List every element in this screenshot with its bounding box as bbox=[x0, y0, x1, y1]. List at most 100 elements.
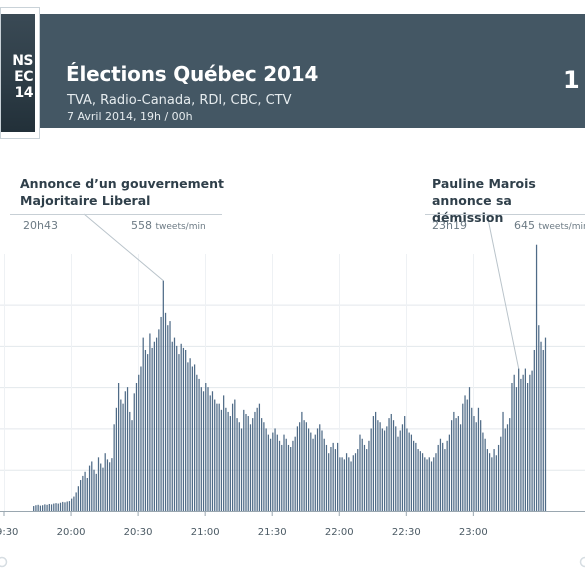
timeline-marker-icon bbox=[579, 556, 585, 568]
chart-bar bbox=[164, 312, 167, 511]
chart-bar bbox=[468, 387, 471, 511]
chart-bar bbox=[410, 434, 413, 511]
chart-bar bbox=[404, 416, 406, 511]
chart-bar bbox=[176, 345, 178, 511]
chart-bar bbox=[256, 407, 258, 511]
chart-bar bbox=[377, 420, 379, 511]
chart-bar bbox=[290, 447, 292, 511]
chart-bar bbox=[299, 422, 301, 511]
chart-bar bbox=[53, 503, 55, 511]
chart-bar bbox=[292, 440, 294, 511]
chart-bar bbox=[466, 399, 468, 511]
x-tick-label: 20:00 bbox=[57, 527, 86, 538]
annotation-divider bbox=[10, 214, 222, 215]
chart-bar bbox=[153, 341, 155, 511]
chart-bar bbox=[276, 434, 278, 511]
chart-bar bbox=[131, 420, 133, 511]
annotation-title-line: Majoritaire Liberal bbox=[20, 193, 151, 208]
x-tick-label: 22:30 bbox=[392, 527, 421, 538]
chart-bar bbox=[446, 440, 448, 511]
chart-bar bbox=[542, 349, 544, 511]
chart-bar bbox=[480, 420, 482, 511]
chart-bar bbox=[408, 432, 410, 511]
chart-bar bbox=[158, 329, 160, 511]
chart-bar bbox=[247, 416, 249, 511]
chart-bar bbox=[41, 505, 44, 511]
chart-bar bbox=[171, 341, 173, 511]
chart-bar bbox=[261, 418, 263, 511]
chart-bar bbox=[88, 465, 91, 511]
chart-bar bbox=[354, 453, 357, 511]
chart-bar bbox=[243, 409, 245, 511]
chart-bar bbox=[62, 501, 64, 511]
chart-bar bbox=[142, 337, 144, 511]
annotation-time: 23h19 bbox=[432, 219, 467, 232]
chart-bar bbox=[120, 399, 122, 511]
chart-bar bbox=[223, 395, 225, 511]
chart-bar bbox=[274, 428, 276, 511]
chart-bar bbox=[303, 420, 305, 511]
chart-bar bbox=[113, 424, 115, 511]
chart-bar bbox=[406, 428, 408, 511]
annotation-title-line: annonce sa démission bbox=[432, 193, 512, 225]
chart-bar bbox=[328, 453, 330, 511]
chart-bar bbox=[375, 411, 377, 511]
chart-bar bbox=[524, 368, 526, 511]
chart-bar bbox=[245, 413, 247, 511]
chart-bar bbox=[287, 444, 290, 511]
x-tick-label: 23:00 bbox=[459, 527, 488, 538]
chart-bar bbox=[388, 418, 390, 511]
chart-bar bbox=[97, 457, 100, 511]
chart-bar bbox=[39, 505, 42, 511]
chart-bar bbox=[312, 438, 314, 511]
chart-bar bbox=[372, 416, 375, 511]
chart-bar bbox=[509, 418, 511, 511]
chart-bar bbox=[379, 422, 381, 511]
chart-bar bbox=[214, 399, 216, 511]
chart-bar bbox=[66, 501, 68, 511]
chart-bar bbox=[191, 366, 193, 511]
chart-bar bbox=[511, 383, 513, 511]
chart-bar bbox=[169, 321, 171, 511]
chart-bar bbox=[448, 434, 451, 511]
chart-bar bbox=[486, 449, 489, 511]
chart-bar bbox=[269, 438, 272, 511]
chart-bar bbox=[323, 438, 325, 511]
chart-bar bbox=[106, 459, 109, 511]
x-tick-label: 22:00 bbox=[325, 527, 354, 538]
chart-bar bbox=[133, 393, 135, 511]
chart-bar bbox=[126, 387, 129, 511]
chart-bar bbox=[383, 430, 386, 511]
annotation-rate-unit: tweets/min bbox=[538, 222, 585, 232]
chart-bar bbox=[343, 459, 345, 511]
chart-bar bbox=[55, 503, 57, 511]
chart-bar bbox=[182, 347, 185, 511]
chart-bar bbox=[455, 418, 457, 511]
chart-bar bbox=[321, 430, 323, 511]
chart-bar bbox=[397, 436, 399, 511]
chart-bar bbox=[339, 457, 341, 511]
chart-bar bbox=[198, 378, 200, 511]
chart-bar bbox=[33, 506, 35, 511]
chart-bar bbox=[155, 337, 158, 511]
chart-bar bbox=[294, 436, 296, 511]
chart-bar bbox=[457, 416, 459, 511]
chart-bar bbox=[520, 378, 522, 511]
chart-bar bbox=[68, 501, 71, 511]
chart-bar bbox=[475, 422, 477, 511]
chart-bar bbox=[417, 449, 419, 511]
annotation-time: 20h43 bbox=[23, 219, 58, 232]
chart-bar bbox=[428, 457, 430, 511]
chart-bar bbox=[366, 449, 368, 511]
chart-bar bbox=[357, 449, 359, 511]
chart-bar bbox=[426, 459, 428, 511]
chart-bar bbox=[93, 469, 95, 511]
chart-bar bbox=[91, 461, 93, 511]
chart-bar bbox=[529, 374, 531, 511]
chart-bar bbox=[187, 362, 189, 511]
chart-bar bbox=[160, 316, 162, 511]
chart-bar bbox=[392, 420, 395, 511]
chart-bar bbox=[189, 358, 191, 511]
chart-bar bbox=[439, 438, 442, 511]
elections-logo: NS EC 14 bbox=[0, 7, 40, 139]
